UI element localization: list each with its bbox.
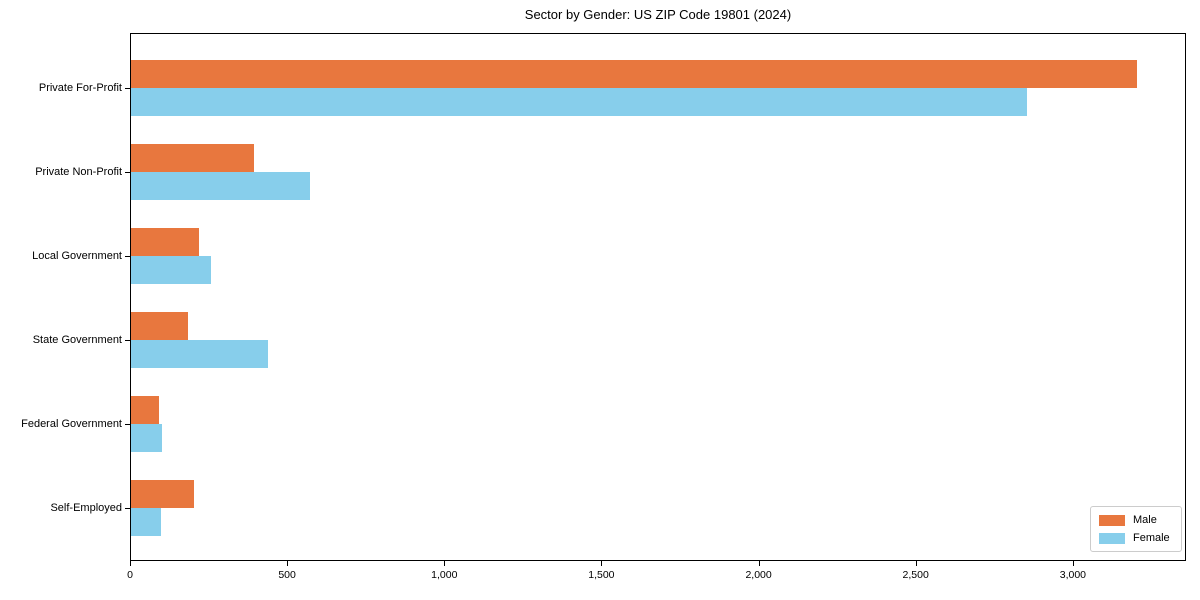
bar-male-5 [131,396,160,424]
legend-swatch-male [1099,514,1125,526]
x-tick-label: 0 [127,569,133,581]
x-tick-label: 1,000 [431,569,458,581]
legend-label-male: Male [1133,514,1157,526]
plot-area [130,33,1186,561]
x-tick-label: 2,000 [745,569,772,581]
y-axis-label: State Government [32,334,122,346]
legend: Male Female [1090,506,1182,552]
legend-label-female: Female [1133,532,1170,544]
x-tick-mark [130,561,131,566]
bar-female-5 [131,424,163,452]
bar-male-1 [131,60,1137,88]
y-tick-mark [125,172,130,173]
x-tick-mark [601,561,603,566]
legend-item-female: Female [1099,532,1173,544]
y-tick-mark [125,508,130,509]
y-tick-mark [125,88,130,89]
y-axis-label: Self-Employed [50,502,122,514]
bar-female-1 [131,88,1027,116]
y-tick-mark [125,256,130,257]
x-tick-label: 1,500 [588,569,615,581]
x-tick-mark [287,561,289,566]
y-tick-mark [125,340,130,341]
y-axis-label: Private Non-Profit [35,166,122,178]
x-tick-mark [915,561,917,566]
bar-female-2 [131,172,311,200]
x-tick-mark [444,561,446,566]
x-tick-mark [758,561,760,566]
x-tick-label: 2,500 [902,569,929,581]
legend-swatch-female [1099,532,1125,544]
y-axis-label: Federal Government [21,418,122,430]
bar-male-6 [131,480,194,508]
bar-female-3 [131,256,212,284]
y-tick-mark [125,424,130,425]
chart-title: Sector by Gender: US ZIP Code 19801 (202… [524,7,792,22]
x-tick-label: 500 [278,569,296,581]
y-axis-label: Private For-Profit [38,82,122,94]
y-axis-label: Local Government [32,250,122,262]
x-tick-mark [1072,561,1074,566]
bar-male-4 [131,312,188,340]
bar-male-2 [131,144,254,172]
bar-female-4 [131,340,268,368]
legend-item-male: Male [1099,514,1173,526]
x-tick-label: 3,000 [1059,569,1087,581]
bar-male-3 [131,228,199,256]
bar-female-6 [131,508,161,536]
